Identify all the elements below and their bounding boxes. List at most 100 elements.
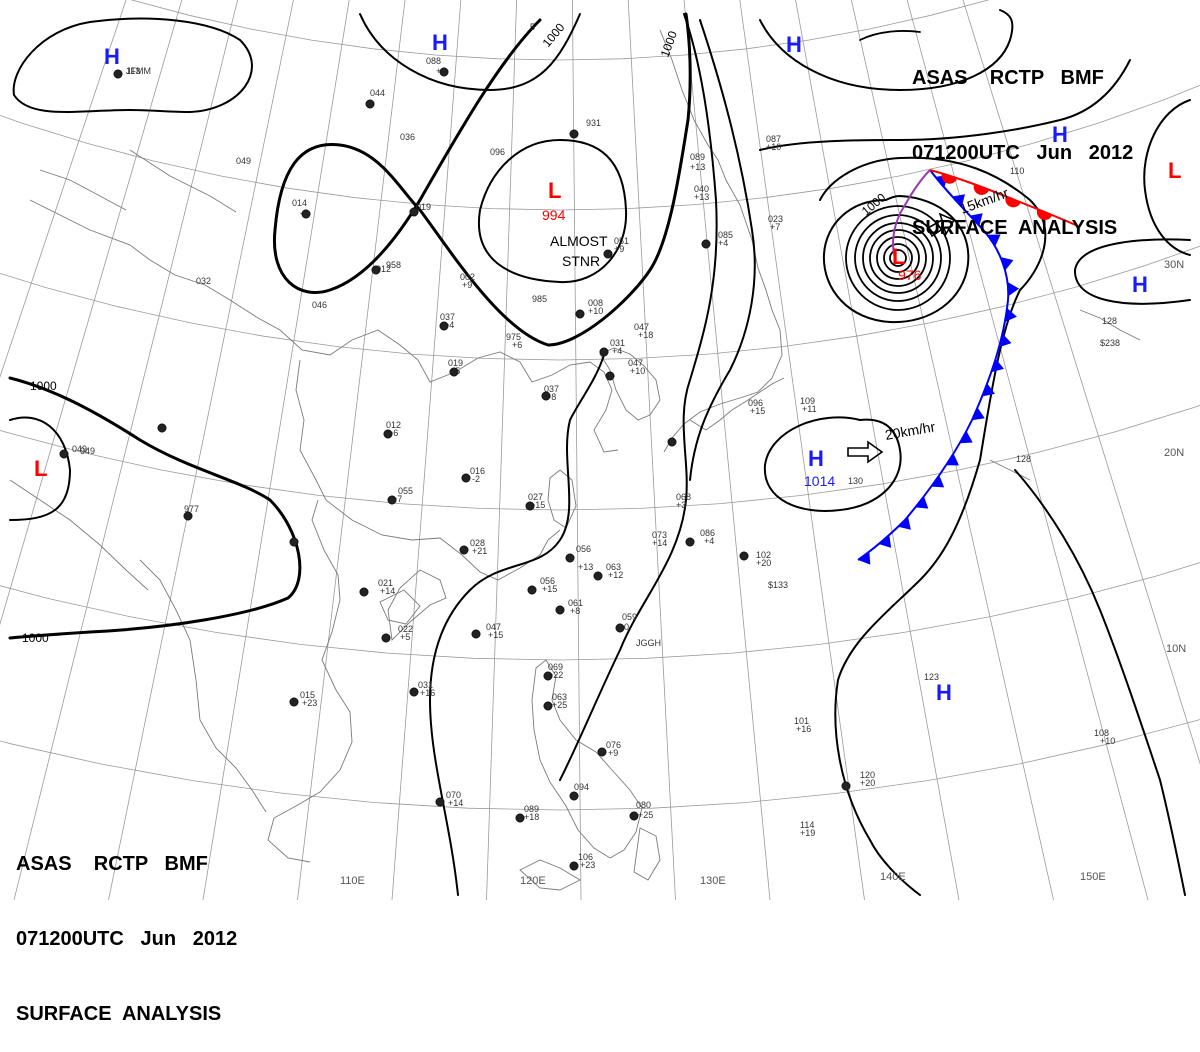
station-value: +6 — [512, 340, 522, 350]
station-value: +20 — [756, 558, 771, 568]
station-value: 008 — [588, 298, 603, 308]
station-value: 089 — [690, 152, 705, 162]
station-value: 022 — [398, 624, 413, 634]
station-value: 023 — [768, 214, 783, 224]
low-pressure-center: L — [1168, 158, 1181, 183]
station-value: +16 — [796, 724, 811, 734]
station-value: 096 — [748, 398, 763, 408]
station-value: JGGH — [636, 638, 661, 648]
station-value: 032 — [196, 276, 211, 286]
warm-front-semicircle — [941, 173, 958, 184]
station-value: +10 — [630, 366, 645, 376]
station-value: +9 — [614, 244, 624, 254]
station-value: +23 — [580, 860, 595, 870]
station-value: 088 — [426, 56, 441, 66]
station-value: +14 — [652, 538, 667, 548]
cold-front-triangle — [969, 213, 983, 226]
high-pressure-center: H — [786, 32, 802, 57]
station-marker — [381, 633, 391, 643]
station-value: 031 — [418, 680, 433, 690]
high-pressure-center: H — [104, 44, 120, 69]
station-marker — [599, 347, 609, 357]
cold-front-triangle — [1004, 308, 1017, 322]
station-value: 056 — [576, 544, 591, 554]
station-value: 044 — [370, 88, 385, 98]
station-value: +9 — [608, 748, 618, 758]
station-value: 130 — [848, 476, 863, 486]
low-pressure-center: L — [34, 456, 47, 481]
isobars — [8, 9, 1191, 896]
station-value: +23 — [302, 698, 317, 708]
station-value: 028 — [470, 538, 485, 548]
station-marker — [565, 553, 575, 563]
station-value: 051 — [614, 236, 629, 246]
station-value: 086 — [700, 528, 715, 538]
station-value: +15 — [530, 500, 545, 510]
station-value: +10 — [588, 306, 603, 316]
station-value: 106 — [578, 852, 593, 862]
station-value: 089 — [524, 804, 539, 814]
station-marker — [525, 501, 535, 511]
station-value: +20 — [860, 778, 875, 788]
isobar-label: 1000 — [22, 631, 49, 645]
station-marker — [569, 861, 579, 871]
station-marker — [629, 811, 639, 821]
station-marker — [543, 671, 553, 681]
station-marker — [603, 249, 613, 259]
cold-front-triangle — [931, 475, 945, 488]
cold-front-triangle — [878, 534, 892, 548]
station-value: +8 — [546, 392, 556, 402]
station-value: 113 — [126, 66, 140, 76]
stationary-note: ALMOST — [550, 233, 608, 249]
stationary-note: STNR — [562, 253, 600, 269]
station-value: 019 — [416, 202, 431, 212]
station-value: 063 — [606, 562, 621, 572]
station-value: +25 — [552, 700, 567, 710]
cold-front-triangle — [991, 358, 1004, 373]
station-marker — [597, 747, 607, 757]
station-marker — [555, 605, 565, 615]
lat-label: 10N — [1166, 643, 1186, 655]
station-marker — [59, 449, 69, 459]
station-value: 977 — [184, 504, 199, 514]
low-motion-arrow — [926, 212, 956, 238]
station-marker — [459, 545, 469, 555]
warm-front-semicircle — [973, 184, 990, 195]
station-marker — [113, 69, 123, 79]
station-value: 061 — [568, 598, 583, 608]
station-value: 114 — [800, 820, 814, 830]
high-pressure-center: H — [1132, 272, 1148, 297]
station-marker — [301, 209, 311, 219]
low-pressure-center: L — [892, 244, 905, 269]
meridian-line — [906, 0, 1149, 900]
station-value: 931 — [586, 118, 601, 128]
station-value: 046 — [312, 300, 327, 310]
station-value: 027 — [528, 492, 543, 502]
station-marker — [387, 495, 397, 505]
station-value: 5 — [530, 22, 535, 32]
station-marker — [543, 701, 553, 711]
header-line-1: ASAS RCTP BMF — [912, 67, 1104, 89]
station-value: -2 — [472, 474, 480, 484]
cold-front-triangle — [959, 430, 973, 444]
station-value: 076 — [606, 740, 621, 750]
station-value: 080 — [636, 800, 651, 810]
meridian-line — [851, 0, 1054, 900]
station-value: 063 — [552, 692, 567, 702]
station-value: 012 — [376, 264, 391, 274]
station-value: 128 — [1016, 454, 1031, 464]
station-value: 0 — [624, 622, 629, 632]
station-value: 021 — [378, 578, 393, 588]
station-marker — [359, 587, 369, 597]
cold-front-barbs — [858, 175, 1020, 565]
station-value: 070 — [446, 790, 461, 800]
station-value: 002 — [460, 272, 475, 282]
station-value: $133 — [768, 580, 788, 590]
cold-front — [857, 169, 1010, 561]
station-value: 073 — [652, 530, 667, 540]
latitude-line — [0, 84, 1200, 211]
station-value: $238 — [1100, 338, 1120, 348]
station-value: +19 — [800, 828, 815, 838]
station-plots: 113088+3044036049014-2019012958002+9037+… — [59, 22, 1120, 871]
station-marker — [383, 429, 393, 439]
